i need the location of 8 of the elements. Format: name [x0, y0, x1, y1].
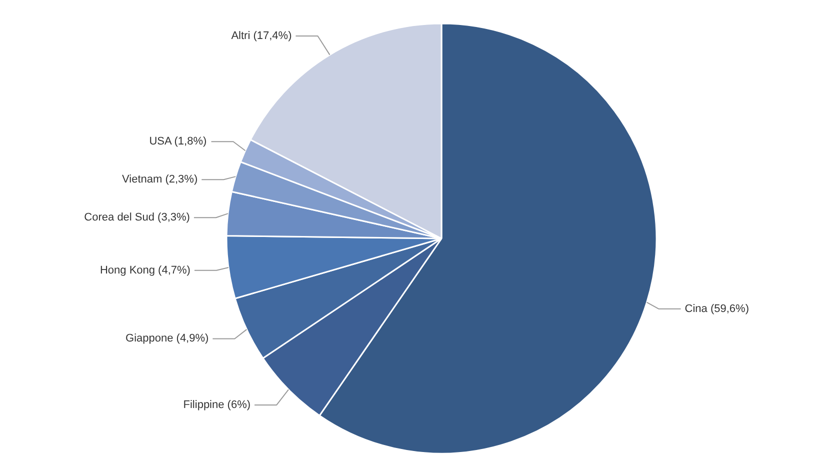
- slice-label: Altri (17,4%): [231, 30, 292, 42]
- slice-label: Corea del Sud (3,3%): [84, 212, 190, 224]
- slice-label: Cina (59,6%): [684, 302, 749, 315]
- slice-label: Vietnam (2,3%): [122, 174, 198, 186]
- slice-label: Filippine (6%): [183, 399, 251, 412]
- slice-label: Giappone (4,9%): [126, 332, 209, 345]
- slice-label: USA (1,8%): [149, 136, 207, 148]
- slice-label: Hong Kong (4,7%): [100, 264, 190, 276]
